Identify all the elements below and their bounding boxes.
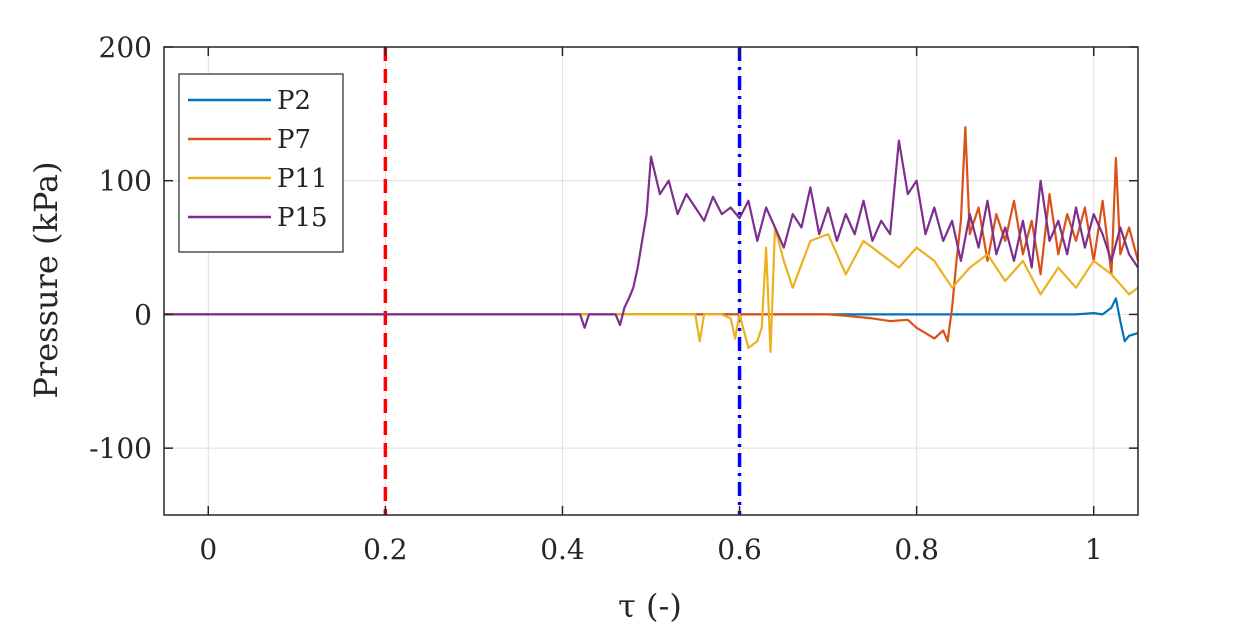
series-line-p15 <box>164 139 1139 329</box>
series-line-p2 <box>164 297 1139 343</box>
x-tick-label: 0.6 <box>717 533 762 566</box>
plot-frame <box>163 46 1139 516</box>
x-axis-label: τ (-) <box>618 587 682 625</box>
x-tick-label: 0.4 <box>540 533 585 566</box>
x-tick-label: 1 <box>1085 533 1103 566</box>
series-lines <box>164 126 1140 353</box>
legend-label: P11 <box>277 164 328 194</box>
x-tick-label: 0 <box>199 533 217 566</box>
y-tick-label: 100 <box>99 165 152 198</box>
y-tick-label: 0 <box>134 298 152 331</box>
legend-box <box>178 73 344 253</box>
x-axis-ticks: 0 0.2 0.4 0.6 0.8 1 <box>199 47 1103 566</box>
legend-label: P7 <box>277 125 311 155</box>
legend-label: P15 <box>277 203 328 233</box>
series-line-p7 <box>164 126 1140 343</box>
x-tick-label: 0.8 <box>894 533 939 566</box>
y-axis-ticks: -100 0 100 200 <box>89 31 1138 465</box>
y-tick-label: 200 <box>99 31 152 64</box>
y-axis-label: Pressure (kPa) <box>27 161 65 398</box>
legend: P2 P7 P11 P15 <box>178 73 344 253</box>
series-line-p11 <box>164 226 1139 353</box>
y-tick-label: -100 <box>89 432 152 465</box>
legend-label: P2 <box>277 86 311 116</box>
reference-lines <box>383 47 742 515</box>
x-tick-label: 0.2 <box>363 533 408 566</box>
